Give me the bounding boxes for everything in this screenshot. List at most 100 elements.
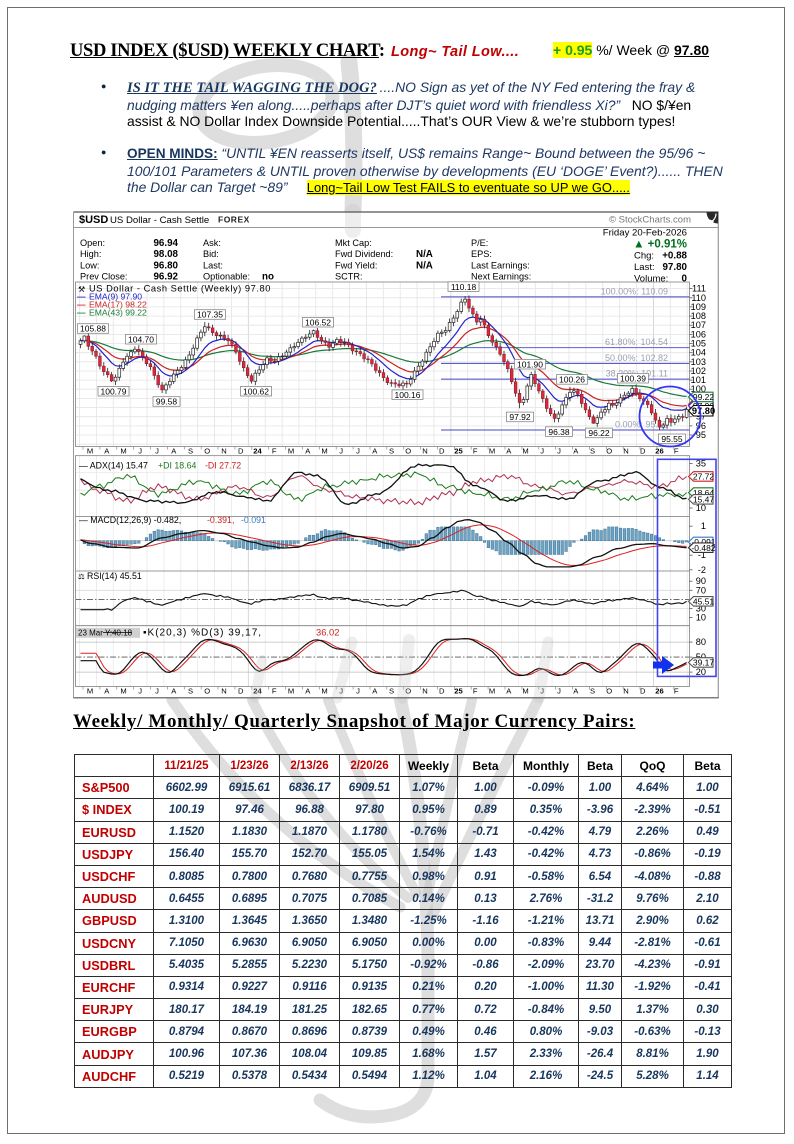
svg-text:O: O bbox=[606, 447, 612, 456]
svg-text:95: 95 bbox=[696, 430, 706, 440]
svg-text:P/E:: P/E: bbox=[471, 238, 488, 248]
svg-text:-2: -2 bbox=[698, 565, 706, 575]
svg-text:103: 103 bbox=[691, 357, 706, 367]
svg-text:M: M bbox=[87, 447, 93, 456]
svg-text:96: 96 bbox=[696, 421, 706, 431]
svg-text:N/A: N/A bbox=[416, 249, 433, 260]
svg-text:⚖: ⚖ bbox=[78, 572, 85, 581]
svg-text:39.17: 39.17 bbox=[693, 658, 715, 668]
svg-text:O: O bbox=[405, 447, 411, 456]
svg-text:45.51: 45.51 bbox=[693, 597, 715, 607]
svg-text:M: M bbox=[522, 687, 528, 696]
svg-text:M: M bbox=[321, 687, 327, 696]
svg-text:-0.391,: -0.391, bbox=[207, 515, 234, 525]
svg-text:99.58: 99.58 bbox=[156, 397, 178, 407]
svg-text:100.00%: 110.09: 100.00%: 110.09 bbox=[601, 286, 668, 296]
svg-text:95.55: 95.55 bbox=[661, 434, 683, 444]
svg-text:M: M bbox=[120, 447, 126, 456]
svg-text:Fwd Yield:: Fwd Yield: bbox=[335, 260, 377, 270]
svg-text:EPS:: EPS: bbox=[471, 249, 492, 259]
svg-text:26: 26 bbox=[655, 447, 663, 456]
svg-text:70: 70 bbox=[696, 585, 706, 595]
svg-text:A: A bbox=[305, 447, 311, 456]
svg-text:▲ +0.91%: ▲ +0.91% bbox=[633, 239, 687, 251]
svg-text:— ADX(14) 15.47: — ADX(14) 15.47 bbox=[79, 461, 148, 471]
svg-text:Volume:: Volume: bbox=[634, 274, 668, 285]
svg-text:Last:: Last: bbox=[203, 260, 223, 270]
svg-text:100.62: 100.62 bbox=[243, 386, 269, 396]
svg-text:Chg:: Chg: bbox=[634, 251, 654, 262]
svg-text:23 Mar Y:40.18: 23 Mar Y:40.18 bbox=[78, 629, 133, 638]
svg-text:Ask:: Ask: bbox=[203, 238, 221, 248]
svg-text:US Dollar - Cash Settle (Weekl: US Dollar - Cash Settle (Weekly) 97.80 bbox=[89, 284, 271, 294]
svg-text:N: N bbox=[623, 447, 628, 456]
svg-text:A: A bbox=[305, 687, 311, 696]
svg-text:-DI 27.72: -DI 27.72 bbox=[205, 461, 241, 471]
svg-text:F: F bbox=[473, 447, 478, 456]
svg-text:15.47: 15.47 bbox=[693, 495, 715, 505]
svg-text:S: S bbox=[188, 687, 193, 696]
svg-text:-1: -1 bbox=[698, 550, 706, 560]
svg-text:27.72: 27.72 bbox=[693, 472, 715, 482]
svg-text:O: O bbox=[606, 687, 612, 696]
svg-text:N: N bbox=[422, 447, 427, 456]
svg-text:EMA(17) 98.22: EMA(17) 98.22 bbox=[89, 300, 147, 310]
svg-text:RSI(14) 45.51: RSI(14) 45.51 bbox=[87, 571, 142, 581]
svg-text:—: — bbox=[77, 300, 86, 310]
svg-text:A: A bbox=[573, 447, 579, 456]
svg-text:N: N bbox=[623, 687, 628, 696]
svg-text:S: S bbox=[188, 447, 193, 456]
svg-text:99.22: 99.22 bbox=[693, 392, 715, 402]
svg-text:⚒: ⚒ bbox=[78, 285, 85, 294]
svg-text:F: F bbox=[674, 687, 679, 696]
svg-text:100.16: 100.16 bbox=[395, 390, 421, 400]
svg-text:A: A bbox=[171, 447, 177, 456]
svg-text:-0.091: -0.091 bbox=[691, 537, 715, 547]
svg-text:109: 109 bbox=[691, 302, 706, 312]
svg-text:A: A bbox=[104, 447, 110, 456]
svg-text:J: J bbox=[138, 687, 142, 696]
svg-text:EMA(43) 99.22: EMA(43) 99.22 bbox=[89, 308, 147, 318]
svg-text:10: 10 bbox=[696, 503, 706, 513]
svg-text:Mkt Cap:: Mkt Cap: bbox=[335, 238, 372, 248]
svg-text:+0.88: +0.88 bbox=[662, 251, 687, 262]
svg-text:101: 101 bbox=[691, 375, 706, 385]
svg-text:— MACD(12,26,9) -0.482,: — MACD(12,26,9) -0.482, bbox=[79, 515, 181, 525]
svg-text:J: J bbox=[557, 687, 561, 696]
svg-text:108: 108 bbox=[691, 311, 706, 321]
svg-text:N: N bbox=[221, 687, 226, 696]
svg-text:A: A bbox=[104, 687, 110, 696]
svg-text:F: F bbox=[473, 687, 478, 696]
svg-text:J: J bbox=[155, 687, 159, 696]
svg-text:Open:: Open: bbox=[80, 238, 105, 248]
svg-text:Friday 20-Feb-2026: Friday 20-Feb-2026 bbox=[603, 228, 687, 239]
svg-text:A: A bbox=[506, 447, 512, 456]
svg-text:J: J bbox=[339, 687, 343, 696]
svg-text:100.26: 100.26 bbox=[559, 375, 585, 385]
svg-text:96.22: 96.22 bbox=[588, 428, 610, 438]
svg-text:S: S bbox=[590, 447, 595, 456]
svg-text:107.35: 107.35 bbox=[197, 310, 223, 320]
svg-text:M: M bbox=[87, 687, 93, 696]
svg-text:D: D bbox=[439, 687, 445, 696]
svg-text:110: 110 bbox=[691, 293, 706, 303]
svg-text:24: 24 bbox=[253, 447, 262, 456]
svg-text:20: 20 bbox=[696, 667, 706, 677]
svg-text:0: 0 bbox=[682, 274, 688, 285]
svg-text:S: S bbox=[389, 687, 394, 696]
svg-text:24: 24 bbox=[253, 687, 262, 696]
svg-text:—: — bbox=[77, 292, 86, 302]
svg-text:J: J bbox=[540, 687, 544, 696]
svg-text:100: 100 bbox=[691, 384, 706, 394]
svg-text:97.80: 97.80 bbox=[692, 406, 715, 416]
svg-text:F: F bbox=[674, 447, 679, 456]
svg-text:Next Earnings:: Next Earnings: bbox=[471, 272, 531, 282]
svg-text:96.92: 96.92 bbox=[153, 272, 178, 283]
svg-text:100.39: 100.39 bbox=[620, 373, 646, 383]
svg-text:96.38: 96.38 bbox=[548, 427, 570, 437]
svg-text:-0.091: -0.091 bbox=[241, 515, 266, 525]
svg-text:O: O bbox=[204, 687, 210, 696]
svg-text:D: D bbox=[238, 447, 244, 456]
svg-text:Last:: Last: bbox=[634, 262, 655, 273]
svg-text:104: 104 bbox=[691, 348, 706, 358]
